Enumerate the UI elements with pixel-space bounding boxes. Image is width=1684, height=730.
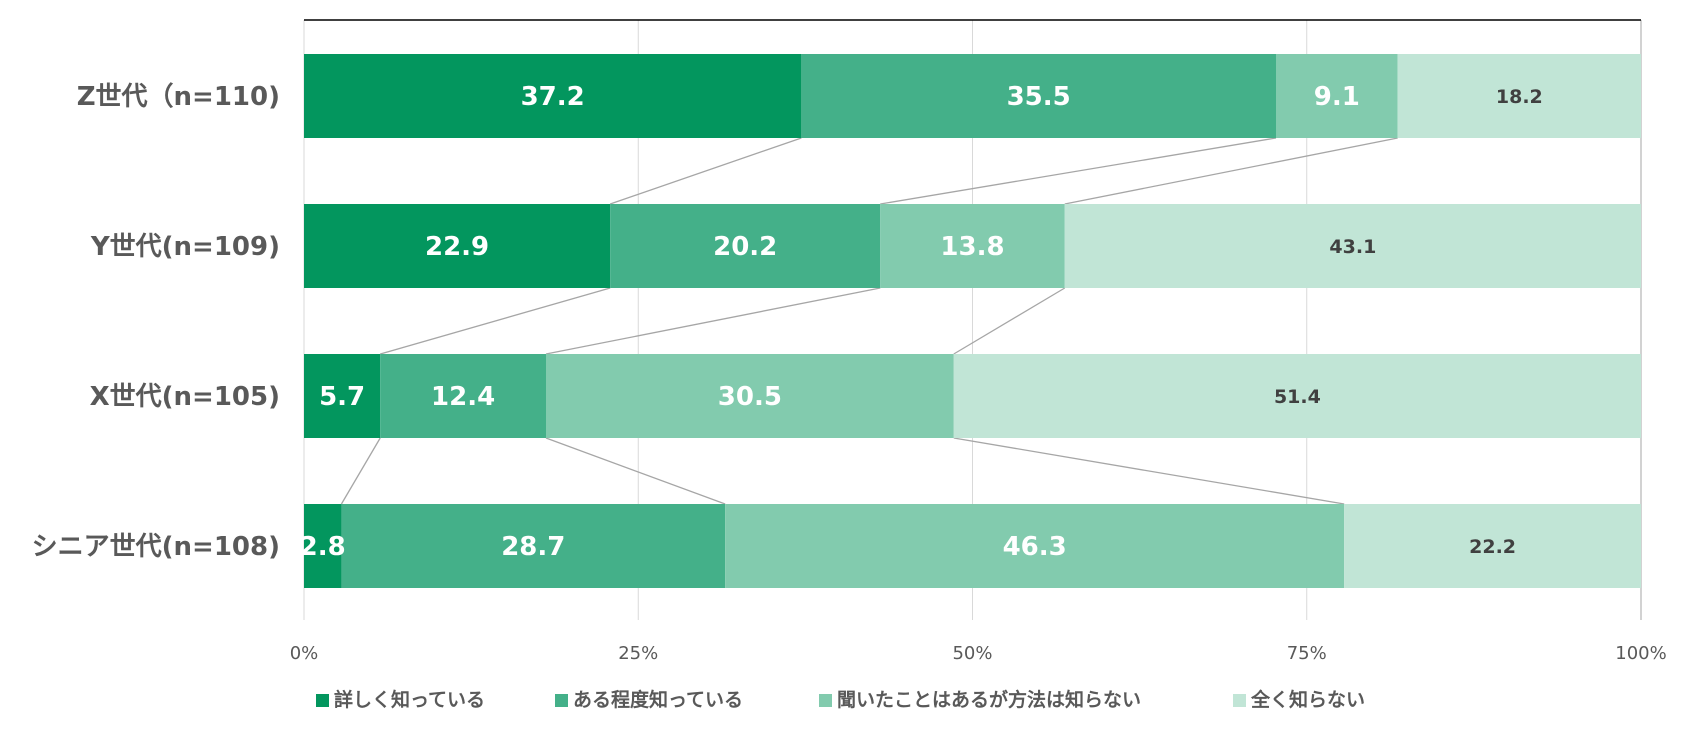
bar-segment xyxy=(1064,204,1641,288)
series-line xyxy=(880,137,1277,205)
legend-swatch xyxy=(316,694,329,707)
bar-segment xyxy=(801,54,1276,138)
data-labels: 37.2 35.5 9.1 18.2 22.9 20.2 13.8 43.1 5.7 12.4 30… xyxy=(300,82,1543,562)
bar-segment xyxy=(380,354,546,438)
x-tick-label: 75% xyxy=(1287,643,1327,664)
bar-segment xyxy=(610,204,881,288)
legend: 詳しく知っている ある程度知っている 聞いたことはあるが方法は知らない 全く知らない xyxy=(316,688,1365,711)
bar-segment xyxy=(725,504,1345,588)
series-line xyxy=(953,437,1345,505)
bar-segment xyxy=(1275,54,1398,138)
data-label: 13.8 xyxy=(940,232,1004,262)
data-label: 28.7 xyxy=(501,532,565,562)
bar-segment xyxy=(304,204,611,288)
data-label: 5.7 xyxy=(319,382,365,412)
data-label: 51.4 xyxy=(1274,386,1321,408)
data-label: 12.4 xyxy=(431,382,495,412)
x-tick-label: 0% xyxy=(290,643,319,664)
legend-swatch xyxy=(555,694,568,707)
legend-label: 聞いたことはあるが方法は知らない xyxy=(837,688,1141,711)
legend-label: ある程度知っている xyxy=(573,688,743,711)
data-label: 30.5 xyxy=(718,382,782,412)
bars xyxy=(304,54,1641,588)
legend-swatch xyxy=(819,694,832,707)
legend-swatch xyxy=(1233,694,1246,707)
series-line xyxy=(340,437,381,505)
value-axis: 0% 25% 50% 75% 100% xyxy=(290,643,1667,664)
data-label: 37.2 xyxy=(521,82,585,112)
category-label: X世代(n=105) xyxy=(90,382,280,412)
data-label: 35.5 xyxy=(1007,82,1071,112)
category-label: Y世代(n=109) xyxy=(90,232,280,262)
data-label: 46.3 xyxy=(1003,532,1067,562)
legend-label: 全く知らない xyxy=(1250,688,1365,711)
bar-segment xyxy=(1397,54,1641,138)
bar-segment xyxy=(953,354,1641,438)
bar-segment xyxy=(341,504,726,588)
category-label: シニア世代(n=108) xyxy=(32,532,280,562)
series-line xyxy=(545,287,881,355)
series-line xyxy=(953,287,1066,355)
data-label: 2.8 xyxy=(300,532,346,562)
x-tick-label: 50% xyxy=(952,643,992,664)
data-label: 9.1 xyxy=(1314,82,1360,112)
series-line xyxy=(1064,137,1398,205)
data-label: 20.2 xyxy=(713,232,777,262)
x-tick-label: 25% xyxy=(618,643,658,664)
series-lines xyxy=(340,137,1398,505)
bar-segment xyxy=(304,354,381,438)
x-tick-label: 100% xyxy=(1615,643,1666,664)
series-line xyxy=(545,437,726,505)
bar-segment xyxy=(1344,504,1641,588)
data-label: 22.9 xyxy=(425,232,489,262)
bar-segment xyxy=(880,204,1065,288)
bar-segment xyxy=(304,504,342,588)
bar-segment xyxy=(545,354,954,438)
data-label: 22.2 xyxy=(1469,536,1516,558)
data-label: 18.2 xyxy=(1496,86,1543,108)
series-line xyxy=(380,287,611,355)
category-label: Z世代（n=110) xyxy=(77,82,280,112)
bar-segment xyxy=(304,54,802,138)
legend-label: 詳しく知っている xyxy=(334,688,485,711)
data-label: 43.1 xyxy=(1329,236,1376,258)
series-line xyxy=(609,137,802,205)
category-axis: Z世代（n=110) Y世代(n=109) X世代(n=105) シニア世代(n=10… xyxy=(32,82,280,562)
